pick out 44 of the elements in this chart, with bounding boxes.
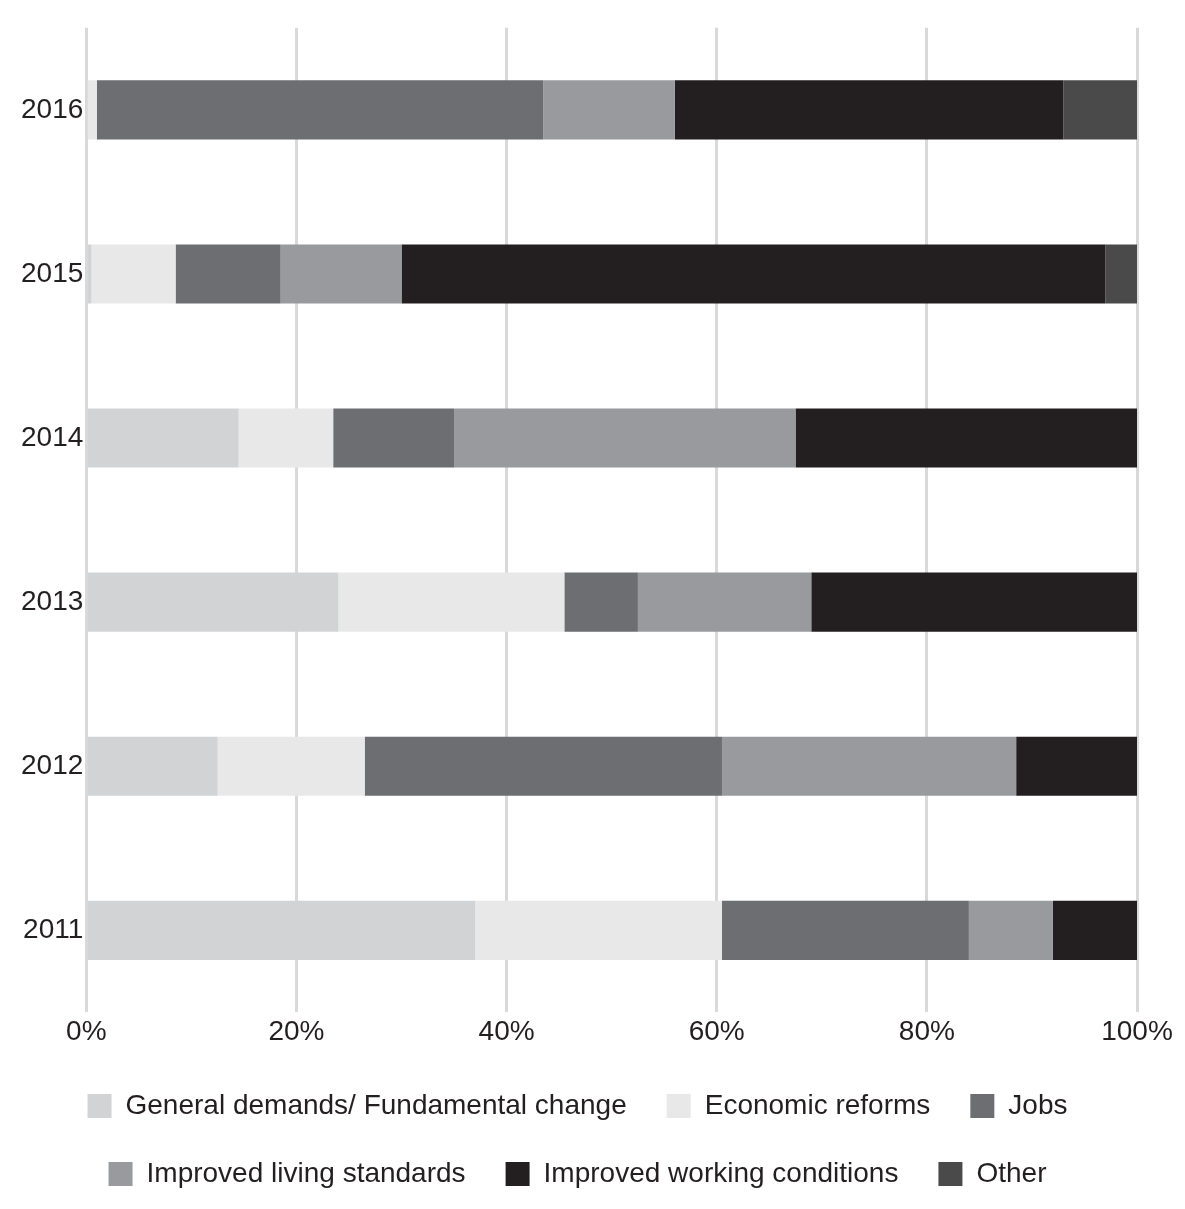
- bar: [454, 408, 796, 468]
- y-tick-label: 2013: [20, 584, 84, 616]
- bar: [795, 408, 1137, 468]
- bar: [87, 80, 97, 140]
- bar: [637, 572, 812, 632]
- bar: [721, 736, 1017, 796]
- bar: [543, 80, 675, 140]
- bar: [401, 244, 1106, 304]
- bar: [175, 244, 281, 304]
- bar: [811, 572, 1137, 632]
- legend-label: Jobs: [1008, 1088, 1068, 1120]
- bar: [564, 572, 638, 632]
- bar: [721, 900, 969, 960]
- bar: [1016, 736, 1137, 796]
- y-tick-label: 2014: [20, 420, 84, 452]
- legend-label: Improved working conditions: [543, 1156, 899, 1188]
- legend-label: Other: [976, 1156, 1047, 1188]
- bar: [217, 736, 365, 796]
- x-tick-label: 60%: [688, 1014, 745, 1046]
- x-tick-label: 0%: [66, 1014, 107, 1046]
- y-tick-label: 2015: [20, 256, 84, 288]
- y-tick-label: 2016: [20, 92, 84, 124]
- bar: [238, 408, 334, 468]
- bar: [333, 408, 455, 468]
- x-tick-label: 100%: [1101, 1014, 1173, 1046]
- bar: [96, 80, 544, 140]
- bar: [674, 80, 1064, 140]
- bar: [280, 244, 402, 304]
- bar: [1105, 244, 1137, 304]
- bar: [475, 900, 722, 960]
- bar: [364, 736, 722, 796]
- bar: [1052, 900, 1137, 960]
- legend-label: Improved living standards: [146, 1156, 466, 1188]
- y-tick-label: 2012: [20, 748, 84, 780]
- legend-label: Economic reforms: [704, 1088, 931, 1120]
- bar: [91, 244, 176, 304]
- legend-label: General demands/ Fundamental change: [125, 1088, 627, 1120]
- x-tick-label: 40%: [478, 1014, 535, 1046]
- x-tick-label: 20%: [268, 1014, 325, 1046]
- bar: [968, 900, 1053, 960]
- bar: [338, 572, 565, 632]
- bar: [1063, 80, 1137, 140]
- y-tick-label: 2011: [23, 913, 84, 945]
- x-tick-label: 80%: [898, 1014, 955, 1046]
